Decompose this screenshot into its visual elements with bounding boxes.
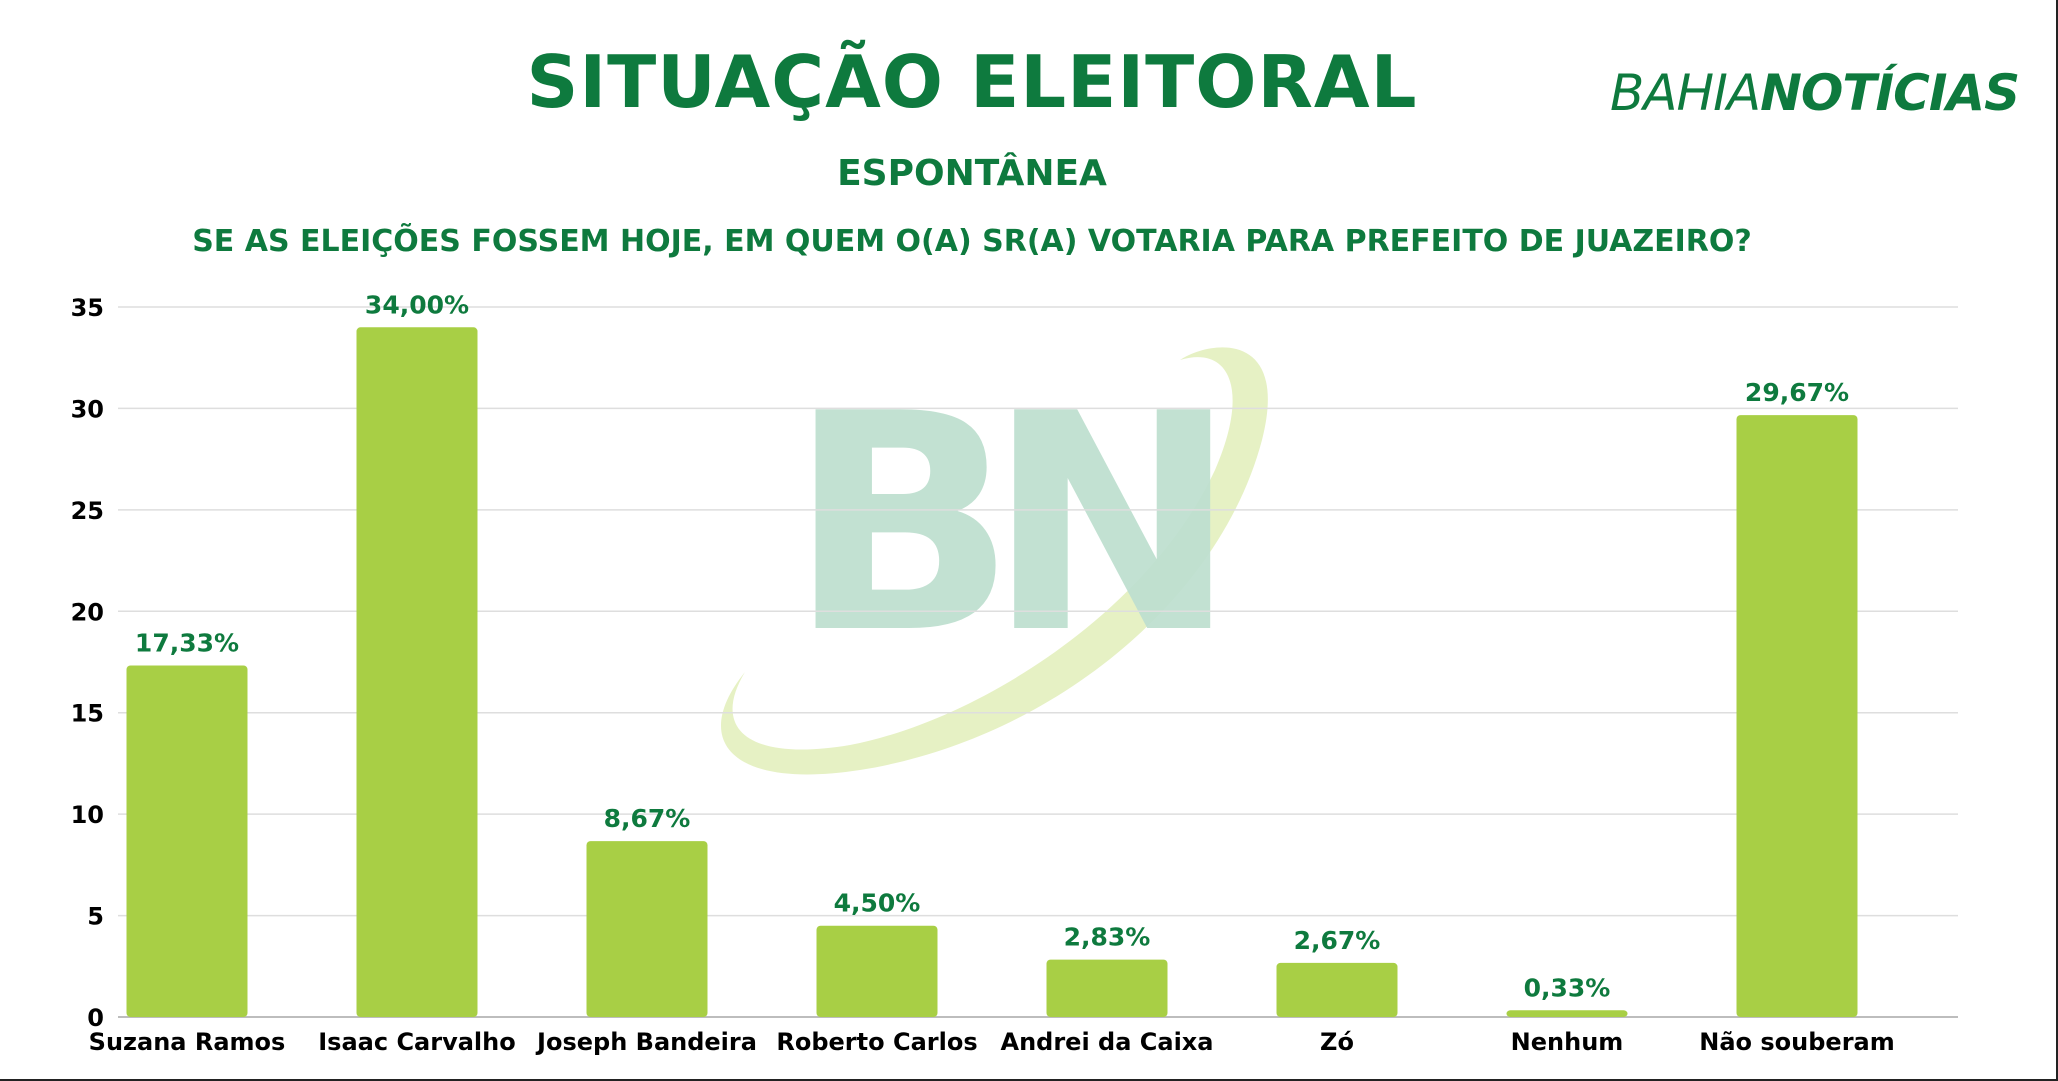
chart-subtitle: ESPONTÂNEA bbox=[837, 153, 1107, 194]
y-tick-label: 35 bbox=[71, 294, 104, 322]
y-tick-label: 20 bbox=[71, 598, 104, 626]
x-tick-label: Andrei da Caixa bbox=[1001, 1028, 1214, 1056]
y-tick-label: 0 bbox=[87, 1004, 104, 1032]
logo-part-noticias: NOTÍCIAS bbox=[1760, 64, 2020, 122]
bar bbox=[1736, 415, 1858, 1017]
bar bbox=[1506, 1010, 1628, 1017]
x-tick-label: Nenhum bbox=[1511, 1028, 1624, 1056]
data-labels: 17,33% 34,00% 8,67% 4,50% 2,83% 2,67% 0,33% 29,… bbox=[135, 290, 1849, 1002]
watermark-swoosh bbox=[720, 347, 1268, 775]
data-label: 0,33% bbox=[1524, 973, 1611, 1002]
y-tick-label: 30 bbox=[71, 395, 104, 423]
x-tick-label: Zó bbox=[1320, 1028, 1354, 1056]
x-tick-label: Suzana Ramos bbox=[89, 1028, 286, 1056]
bar bbox=[816, 925, 938, 1017]
survey-question: SE AS ELEIÇÕES FOSSEM HOJE, EM QUEM O(A)… bbox=[192, 224, 1752, 259]
bar bbox=[586, 841, 708, 1017]
bahia-noticias-logo: BAHIANOTÍCIAS bbox=[1610, 64, 2020, 122]
bars bbox=[126, 327, 1858, 1017]
data-label: 2,83% bbox=[1064, 923, 1151, 952]
y-tick-label: 10 bbox=[71, 801, 104, 829]
logo-part-bahia: BAHIA bbox=[1610, 64, 1761, 122]
y-tick-label: 15 bbox=[71, 700, 104, 728]
x-tick-label: Joseph Bandeira bbox=[535, 1028, 757, 1056]
y-tick-label: 5 bbox=[87, 903, 104, 931]
data-label: 4,50% bbox=[834, 889, 921, 918]
y-axis: 0 5 10 15 20 25 30 35 bbox=[71, 294, 104, 1032]
bn-watermark: BN bbox=[720, 347, 1268, 775]
watermark-text: BN bbox=[788, 350, 1212, 699]
data-label: 17,33% bbox=[135, 628, 239, 657]
bar bbox=[356, 327, 478, 1017]
x-tick-label: Roberto Carlos bbox=[776, 1028, 977, 1056]
data-label: 29,67% bbox=[1745, 378, 1849, 407]
data-label: 2,67% bbox=[1294, 926, 1381, 955]
chart-title: SITUAÇÃO ELEITORAL bbox=[526, 40, 1418, 124]
x-tick-label: Não souberam bbox=[1699, 1028, 1894, 1056]
y-tick-label: 25 bbox=[71, 497, 104, 525]
x-axis: Suzana Ramos Isaac Carvalho Joseph Bandeir… bbox=[89, 1028, 1895, 1056]
bar bbox=[126, 665, 248, 1017]
bar bbox=[1046, 959, 1168, 1017]
x-tick-label: Isaac Carvalho bbox=[318, 1028, 515, 1056]
data-label: 34,00% bbox=[365, 290, 469, 319]
bar bbox=[1276, 962, 1398, 1017]
data-label: 8,67% bbox=[604, 804, 691, 833]
